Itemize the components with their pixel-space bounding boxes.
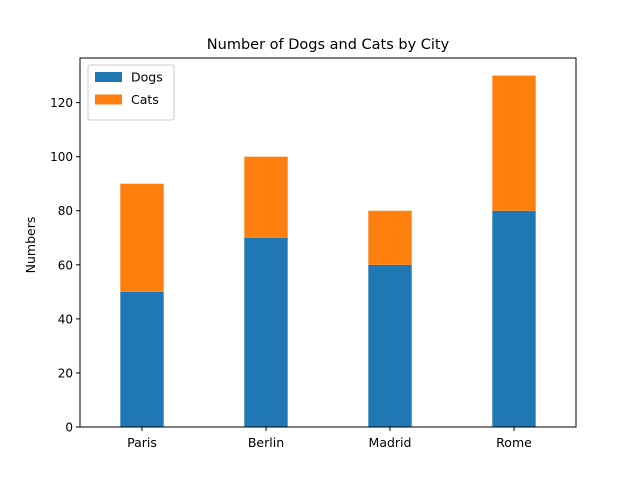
legend-swatch-dogs <box>95 72 122 82</box>
bar-cats-madrid <box>368 210 412 265</box>
y-axis-label: Numbers <box>23 217 38 274</box>
bar-dogs-rome <box>492 210 536 427</box>
bars-group <box>120 75 536 427</box>
y-tick-label: 60 <box>58 258 73 272</box>
bar-cats-berlin <box>244 156 288 238</box>
x-tick-label: Rome <box>496 435 532 450</box>
x-tick-label: Berlin <box>248 435 284 450</box>
legend-swatch-cats <box>95 94 122 105</box>
legend: Dogs Cats <box>87 64 175 121</box>
legend-label-dogs: Dogs <box>131 70 163 85</box>
x-tick-label: Madrid <box>369 435 412 450</box>
chart-title: Number of Dogs and Cats by City <box>207 37 450 53</box>
plot-frame <box>79 57 577 428</box>
y-tick-label: 20 <box>58 366 73 380</box>
y-tick-label: 80 <box>58 204 73 218</box>
bar-dogs-paris <box>120 291 164 427</box>
y-tick-label: 120 <box>50 96 73 110</box>
bar-cats-rome <box>492 75 536 211</box>
bar-cats-paris <box>120 183 164 292</box>
axes-group: 0 20 40 60 80 100 120 Paris Berlin Madrid Rome <box>50 57 577 450</box>
bar-dogs-madrid <box>368 264 412 427</box>
legend-label-cats: Cats <box>131 92 159 107</box>
bar-dogs-berlin <box>244 237 288 427</box>
y-tick-label: 100 <box>50 150 73 164</box>
y-tick-label: 40 <box>58 312 73 326</box>
y-tick-label: 0 <box>65 421 73 435</box>
x-tick-label: Paris <box>127 435 157 450</box>
